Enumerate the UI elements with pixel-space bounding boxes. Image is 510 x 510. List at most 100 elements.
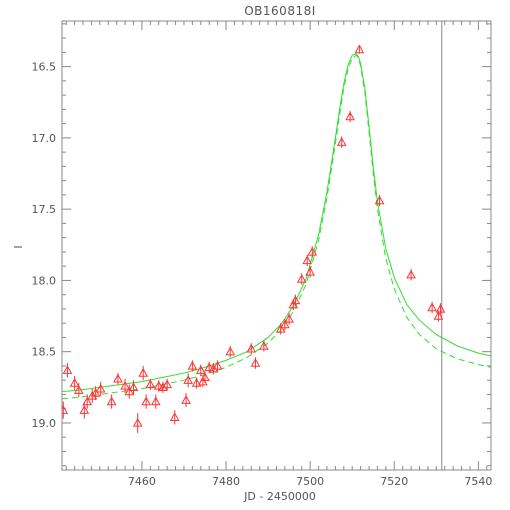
triangle-marker	[259, 340, 269, 350]
data-point	[132, 412, 143, 433]
x-tick-label: 7460	[128, 475, 156, 488]
data-point	[181, 393, 191, 408]
triangle-marker	[305, 266, 315, 276]
data-point	[153, 380, 164, 392]
triangle-marker	[374, 195, 385, 205]
data-point	[138, 365, 149, 381]
triangle-marker	[62, 365, 73, 374]
triangle-marker	[290, 295, 301, 305]
triangle-marker	[82, 396, 93, 406]
data-point	[374, 194, 385, 207]
triangle-marker	[138, 368, 149, 377]
data-point	[345, 110, 355, 123]
y-tick-label: 18.5	[32, 346, 57, 359]
triangle-marker	[307, 246, 318, 256]
data-point	[406, 269, 416, 281]
data-point	[296, 273, 307, 285]
data-point	[204, 361, 215, 374]
data-point	[150, 394, 161, 409]
triangle-marker	[195, 365, 206, 374]
data-point	[183, 373, 194, 388]
triangle-marker	[106, 396, 117, 406]
data-point	[73, 383, 84, 398]
data-point	[82, 394, 93, 409]
data-point	[284, 313, 294, 325]
data-point	[162, 378, 172, 391]
triangle-marker	[191, 378, 202, 387]
data-point	[62, 363, 73, 378]
triangle-marker	[124, 386, 135, 396]
data-point	[95, 381, 106, 396]
triangle-marker	[169, 412, 180, 421]
triangle-marker	[354, 44, 365, 54]
data-points	[62, 44, 446, 433]
data-point	[250, 357, 261, 369]
x-tick-label: 7520	[380, 475, 408, 488]
triangle-marker	[204, 362, 215, 372]
data-point	[200, 371, 210, 384]
data-point	[354, 44, 365, 54]
triangle-marker	[284, 313, 294, 323]
triangle-marker	[250, 358, 261, 367]
data-point	[69, 375, 80, 391]
triangle-marker	[336, 137, 347, 146]
data-point	[187, 360, 198, 372]
x-axis-label: JD - 2450000	[243, 490, 316, 503]
data-point	[124, 384, 135, 399]
data-point	[302, 254, 313, 267]
triangle-marker	[427, 302, 437, 312]
plot-frame	[61, 20, 492, 471]
x-tick-label: 7480	[212, 475, 240, 488]
y-tick-label: 17.0	[32, 132, 57, 145]
data-point	[246, 343, 257, 355]
y-tick-label: 18.0	[32, 274, 57, 287]
triangle-marker	[113, 373, 123, 383]
data-point	[169, 410, 180, 425]
triangle-marker	[435, 303, 446, 313]
data-point	[307, 246, 318, 258]
data-point	[145, 378, 156, 391]
data-point	[427, 301, 437, 314]
data-point	[290, 294, 301, 307]
triangle-marker	[433, 311, 444, 320]
y-tick-label: 19.0	[32, 417, 57, 430]
triangle-marker	[212, 360, 223, 370]
triangle-marker	[90, 387, 101, 397]
data-point	[275, 323, 286, 335]
triangle-marker	[158, 382, 168, 392]
data-point	[62, 401, 69, 419]
triangle-marker	[345, 111, 355, 121]
triangle-marker	[79, 405, 90, 414]
triangle-marker	[95, 383, 106, 393]
data-point	[212, 360, 223, 372]
triangle-marker	[187, 360, 198, 370]
triangle-marker	[275, 323, 286, 333]
data-point	[106, 394, 117, 409]
x-tick-label: 7500	[296, 475, 324, 488]
triangle-marker	[87, 390, 98, 400]
axis-tick-labels: 7460 7480 7500 7520 7540 16.5 17.0 17.5 18.0 18.5…	[32, 61, 493, 488]
data-point	[141, 394, 151, 409]
triangle-marker	[132, 417, 143, 427]
triangle-marker	[153, 380, 164, 390]
triangle-marker	[128, 382, 139, 392]
triangle-marker	[120, 380, 130, 390]
triangle-marker	[150, 396, 161, 406]
y-axis-label: I	[12, 245, 25, 248]
data-point	[128, 380, 139, 395]
triangle-marker	[62, 405, 69, 414]
data-point	[120, 378, 130, 394]
triangle-marker	[406, 269, 416, 279]
triangle-marker	[73, 385, 84, 394]
triangle-marker	[162, 379, 172, 389]
triangle-marker	[280, 319, 290, 329]
data-point	[113, 373, 123, 385]
x-tick-label: 7540	[464, 475, 492, 488]
axis-ticks	[62, 21, 491, 470]
triangle-marker	[145, 379, 156, 389]
data-point	[259, 340, 269, 352]
triangle-marker	[208, 363, 219, 373]
chart-title: OB160818I	[244, 4, 316, 18]
y-tick-label: 17.5	[32, 203, 57, 216]
